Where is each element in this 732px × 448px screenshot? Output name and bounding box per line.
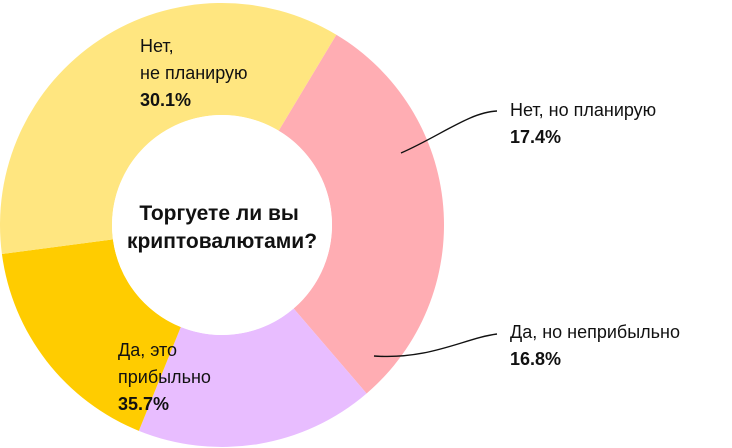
slice-da-no-neprib-label: Да, но неприбыльно 16.8% [510,322,680,369]
chart-title-line-1: Торгуете ли вы [139,202,298,225]
slice-net-ne-planiruyu [278,34,444,394]
slice-net-ne-planiruyu-label: Нет, не планирую 30.1% [140,36,248,110]
slice-da-no-neprib-leader-line [373,333,498,358]
slice-net-no-planiruyu-label: Нет, но планирую 17.4% [510,100,656,147]
slice-da-eto-prib [0,3,337,255]
donut-slices [0,3,444,447]
slice-net-no-planiruyu-leader-line [400,110,498,154]
slice-da-no-neprib-label-line-1: Да, но неприбыльно [510,322,680,342]
slice-net-ne-planiruyu-label-line-1: Нет, [140,36,174,56]
slice-net-no-planiruyu-label-line-1: Нет, но планирую [510,100,656,120]
chart-title: Торгуете ли вы криптовалютами? [127,202,317,253]
slice-net-ne-planiruyu-label-line-2: не планирую [140,63,248,83]
donut-center-hole [112,115,332,335]
slice-da-eto-prib-label: Да, это прибыльно 35.7% [118,340,211,414]
slice-net-no-planiruyu [138,308,367,447]
slice-da-eto-prib-label-line-1: Да, это [118,340,177,360]
slice-da-eto-prib-label-line-2: прибыльно [118,367,211,387]
slice-da-eto-prib-value-label: 35.7% [118,394,169,414]
slice-net-ne-planiruyu-value-label: 30.1% [140,90,191,110]
chart-title-line-2: криптовалютами? [127,230,317,253]
slice-net-no-planiruyu-value-label: 17.4% [510,127,561,147]
slice-da-no-neprib [1,239,181,431]
slice-da-no-neprib-value-label: 16.8% [510,349,561,369]
leader-lines [373,110,498,358]
slice-labels: Нет, не планирую 30.1% Нет, но планирую 17.4… [118,36,680,414]
